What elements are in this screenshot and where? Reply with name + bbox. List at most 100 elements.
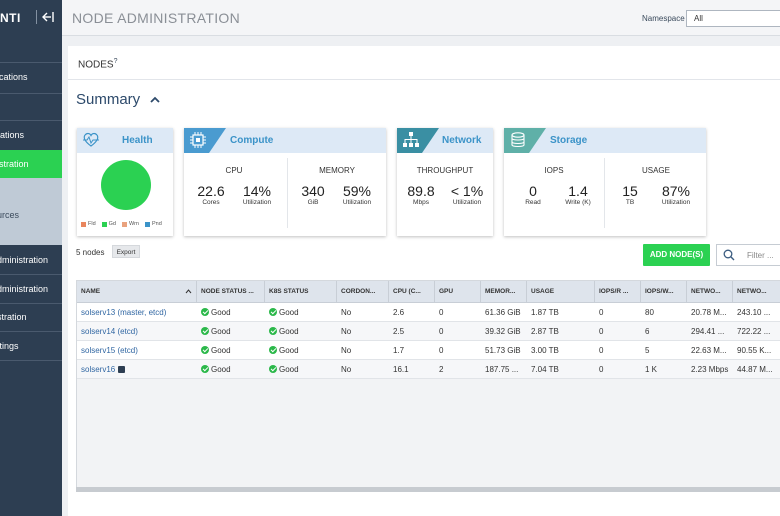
node-name-link[interactable]: solserv13 (master, etcd) xyxy=(81,307,167,317)
table-cell: 2.5 xyxy=(389,322,435,340)
nav-divider xyxy=(0,62,62,63)
memory-util-label: Utilization xyxy=(342,199,372,206)
sidebar-item-registration[interactable]: stration xyxy=(0,312,62,322)
node-name-link[interactable]: solserv16 xyxy=(81,364,116,374)
legend-warning: Wrn xyxy=(121,221,139,227)
throughput-util: < 1% Utilization xyxy=(441,183,493,206)
export-button[interactable]: Export xyxy=(112,245,140,258)
column-header-name[interactable]: NAME xyxy=(77,281,197,302)
usage-util-label: Utilization xyxy=(661,199,691,206)
nav-divider xyxy=(0,120,62,121)
table-cell[interactable]: solserv15 (etcd) xyxy=(77,341,197,359)
storage-card: Storage IOPS 0 Read 1.4 Write (K) USAGE … xyxy=(504,128,706,236)
throughput-metric: THROUGHPUT xyxy=(397,166,493,175)
sidebar-item-administration-b[interactable]: dministration xyxy=(0,284,62,294)
status-good-icon xyxy=(201,365,209,373)
metric-divider xyxy=(287,158,288,228)
filter-input[interactable]: Filter ... xyxy=(716,244,780,266)
cell-value: 80 xyxy=(645,307,654,317)
column-header-iops-read[interactable]: IOPS/R ... xyxy=(595,281,641,302)
cpu-util-label: Utilization xyxy=(242,199,272,206)
nodes-title: NODES xyxy=(78,59,114,71)
sidebar: NTI ications rations istration urces dmi… xyxy=(0,0,62,516)
horizontal-scrollbar[interactable] xyxy=(76,487,780,492)
column-header-label: USAGE xyxy=(531,288,555,295)
nav-divider xyxy=(0,331,62,332)
usage-util-value: 87% xyxy=(661,183,691,199)
column-header-network-b[interactable]: NETWO... xyxy=(733,281,780,302)
table-header-row: NAME NODE STATUS ... K8S STATUS CORDON..… xyxy=(77,281,780,303)
storage-card-header: Storage xyxy=(504,128,706,153)
sidebar-item-administration-a[interactable]: dministration xyxy=(0,255,62,265)
column-header-node-status[interactable]: NODE STATUS ... xyxy=(197,281,265,302)
cell-value: Good xyxy=(279,364,299,374)
column-header-memory[interactable]: MEMOR... xyxy=(481,281,527,302)
cell-value: 722.22 ... xyxy=(737,326,771,336)
table-cell: 44.87 M... xyxy=(733,360,780,378)
column-header-network-a[interactable]: NETWO... xyxy=(687,281,733,302)
metric-divider xyxy=(604,158,605,228)
sort-asc-icon[interactable] xyxy=(185,289,192,294)
top-header: NODE ADMINISTRATION Namespace All xyxy=(62,0,780,36)
column-header-label: GPU xyxy=(439,288,454,295)
table-cell: 1.87 TB xyxy=(527,303,595,321)
table-cell: 722.22 ... xyxy=(733,322,780,340)
sidebar-item-label: ttings xyxy=(0,341,19,351)
table-cell: 1.7 xyxy=(389,341,435,359)
add-nodes-button[interactable]: ADD NODE(S) xyxy=(643,244,710,266)
summary-header[interactable]: Summary xyxy=(76,91,160,108)
node-name-link[interactable]: solserv15 (etcd) xyxy=(81,345,138,355)
status-good-icon xyxy=(269,308,277,316)
cell-value: 44.87 M... xyxy=(737,364,773,374)
cell-value: 2.5 xyxy=(393,326,405,336)
column-header-k8s-status[interactable]: K8S STATUS xyxy=(265,281,337,302)
column-header-cordoned[interactable]: CORDON... xyxy=(337,281,389,302)
cell-value: 2.6 xyxy=(393,307,405,317)
cpu-util-value: 14% xyxy=(242,183,272,199)
usage-size: 15 TB xyxy=(608,183,652,206)
table-cell[interactable]: solserv13 (master, etcd) xyxy=(77,303,197,321)
table-row[interactable]: solserv15 (etcd) Good Good No 1.7 0 51.73 GiB 3… xyxy=(77,341,780,360)
cpu-title: CPU xyxy=(225,166,243,175)
namespace-select[interactable]: All xyxy=(686,10,780,27)
table-cell: 20.78 M... xyxy=(687,303,733,321)
table-cell: Good xyxy=(265,360,337,378)
sidebar-item-applications[interactable]: ications xyxy=(0,72,62,82)
table-cell: 80 xyxy=(641,303,687,321)
column-header-label: MEMOR... xyxy=(485,288,516,295)
summary-title: Summary xyxy=(76,91,141,108)
sidebar-item-node-administration[interactable]: istration xyxy=(0,150,62,178)
cell-value: 2.23 Mbps xyxy=(691,364,729,374)
chevron-up-icon[interactable] xyxy=(150,96,160,103)
table-row[interactable]: solserv14 (etcd) Good Good No 2.5 0 39.32 GiB 2… xyxy=(77,322,780,341)
column-header-iops-write[interactable]: IOPS/W... xyxy=(641,281,687,302)
table-cell: 2.23 Mbps xyxy=(687,360,733,378)
table-cell[interactable]: solserv16 xyxy=(77,360,197,378)
info-icon[interactable]: ? xyxy=(113,58,118,65)
node-name-link[interactable]: solserv14 (etcd) xyxy=(81,326,138,336)
column-header-usage[interactable]: USAGE xyxy=(527,281,595,302)
filter-placeholder: Filter ... xyxy=(747,251,774,260)
table-row[interactable]: solserv13 (master, etcd) Good Good No 2.6 0 61… xyxy=(77,303,780,322)
table-row[interactable]: solserv16 Good Good No 16.1 2 187.75 ... 7.04 T… xyxy=(77,360,780,379)
sidebar-subitem-blank[interactable] xyxy=(0,178,62,202)
cell-value: 20.78 M... xyxy=(691,307,727,317)
collapse-sidebar-icon[interactable] xyxy=(42,11,56,23)
iops-title: IOPS xyxy=(544,166,564,175)
memory-size: 340 GiB xyxy=(290,183,336,206)
sidebar-item-resources[interactable]: urces xyxy=(0,202,62,245)
iops-metric: IOPS xyxy=(504,166,604,175)
table-cell: Good xyxy=(197,360,265,378)
table-cell: 90.55 K... xyxy=(733,341,780,359)
iops-write-label: Write (K) xyxy=(565,199,591,206)
sidebar-item-operations[interactable]: rations xyxy=(0,130,62,140)
health-card: Health Fld Gd Wrn Pnd xyxy=(77,128,173,236)
cell-value: 0 xyxy=(599,307,604,317)
column-header-cpu[interactable]: CPU (C... xyxy=(389,281,435,302)
iops-read-value: 0 xyxy=(529,183,537,199)
cell-value: Good xyxy=(211,345,231,355)
cell-value: 1.7 xyxy=(393,345,405,355)
sidebar-item-settings[interactable]: ttings xyxy=(0,341,62,351)
column-header-gpu[interactable]: GPU xyxy=(435,281,481,302)
table-cell[interactable]: solserv14 (etcd) xyxy=(77,322,197,340)
